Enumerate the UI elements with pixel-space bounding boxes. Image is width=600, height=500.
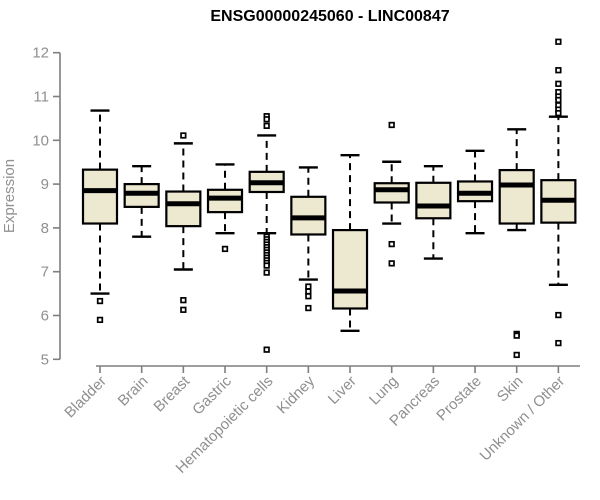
- outlier-point: [180, 297, 187, 304]
- outlier-point: [388, 260, 395, 267]
- x-tick-label: Lung: [366, 373, 402, 409]
- outlier-point: [555, 67, 562, 74]
- outlier-point: [305, 304, 312, 312]
- outlier-point: [555, 96, 562, 104]
- outlier-point: [388, 240, 395, 248]
- y-tick-label: 10: [32, 132, 49, 149]
- y-tick-label: 5: [41, 351, 49, 368]
- x-tick-label: Breast: [150, 372, 193, 415]
- iqr-box: [415, 181, 452, 220]
- iqr-box: [373, 182, 410, 204]
- iqr-box: [206, 188, 244, 214]
- outlier-point: [555, 80, 562, 87]
- box-bladder: [81, 109, 119, 324]
- x-tick-label: Kidney: [274, 372, 319, 417]
- iqr-box: [331, 228, 369, 310]
- y-axis-title: Expression: [1, 159, 18, 233]
- outlier-point: [263, 122, 270, 129]
- outlier-point: [513, 332, 520, 339]
- box-gastric: [206, 163, 244, 253]
- box-skin: [498, 128, 535, 359]
- y-tick-label: 7: [41, 264, 49, 281]
- box-pancreas: [415, 164, 452, 260]
- outlier-point: [305, 283, 312, 290]
- y-tick-label: 11: [33, 89, 49, 106]
- outlier-point: [555, 109, 562, 117]
- box-brain: [123, 164, 160, 238]
- outlier-point: [96, 297, 104, 305]
- chart-title: ENSG00000245060 - LINC00847: [210, 8, 449, 25]
- box-unknown-other: [540, 38, 577, 347]
- y-tick-label: 12: [32, 45, 49, 62]
- outlier-point: [263, 116, 270, 123]
- box-hematopoietic-cells: [248, 113, 285, 353]
- outlier-point: [388, 121, 395, 129]
- box-breast: [165, 132, 202, 313]
- outlier-point: [180, 306, 187, 313]
- box-liver: [331, 153, 369, 333]
- outlier-point: [305, 288, 312, 295]
- y-tick-label: 6: [41, 308, 49, 325]
- iqr-box: [81, 168, 119, 225]
- box-kidney: [290, 166, 327, 312]
- outlier-point: [263, 262, 270, 269]
- outlier-point: [513, 351, 520, 359]
- outlier-point: [263, 346, 270, 353]
- iqr-box: [498, 168, 535, 225]
- outlier-point: [221, 245, 229, 253]
- outlier-point: [263, 269, 270, 276]
- x-tick-label: Brain: [115, 373, 152, 410]
- y-tick-label: 9: [41, 176, 49, 193]
- outlier-point: [96, 316, 104, 324]
- x-tick-label: Prostate: [433, 373, 485, 425]
- outlier-point: [305, 293, 312, 300]
- x-tick-label: Liver: [325, 373, 360, 408]
- box-prostate: [456, 149, 494, 235]
- y-tick-label: 8: [41, 220, 49, 237]
- iqr-box: [165, 190, 202, 228]
- outlier-point: [180, 132, 187, 139]
- outlier-point: [555, 339, 562, 347]
- box-lung: [373, 121, 410, 267]
- outlier-point: [555, 311, 562, 319]
- boxplot-series: [81, 38, 577, 359]
- x-tick-label: Bladder: [61, 373, 110, 422]
- x-tick-label: Skin: [494, 373, 527, 406]
- outlier-point: [555, 38, 562, 45]
